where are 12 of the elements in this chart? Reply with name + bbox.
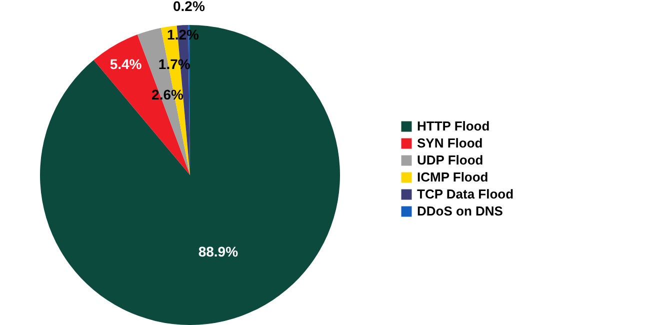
data-label: 1.7% [158,56,191,72]
legend-label: HTTP Flood [417,118,490,134]
data-label: 1.2% [167,26,200,43]
data-label: 5.4% [110,56,142,72]
legend-label: SYN Flood [417,136,483,150]
pie-slice [40,25,340,325]
data-label: 88.9% [198,244,239,260]
data-label: 0.2% [172,0,206,14]
legend-label: ICMP Flood [417,170,488,184]
legend-label: DDoS on DNS [417,204,504,218]
legend-label: UDP Flood [417,152,484,168]
legend-label: TCP Data Flood [417,186,514,202]
